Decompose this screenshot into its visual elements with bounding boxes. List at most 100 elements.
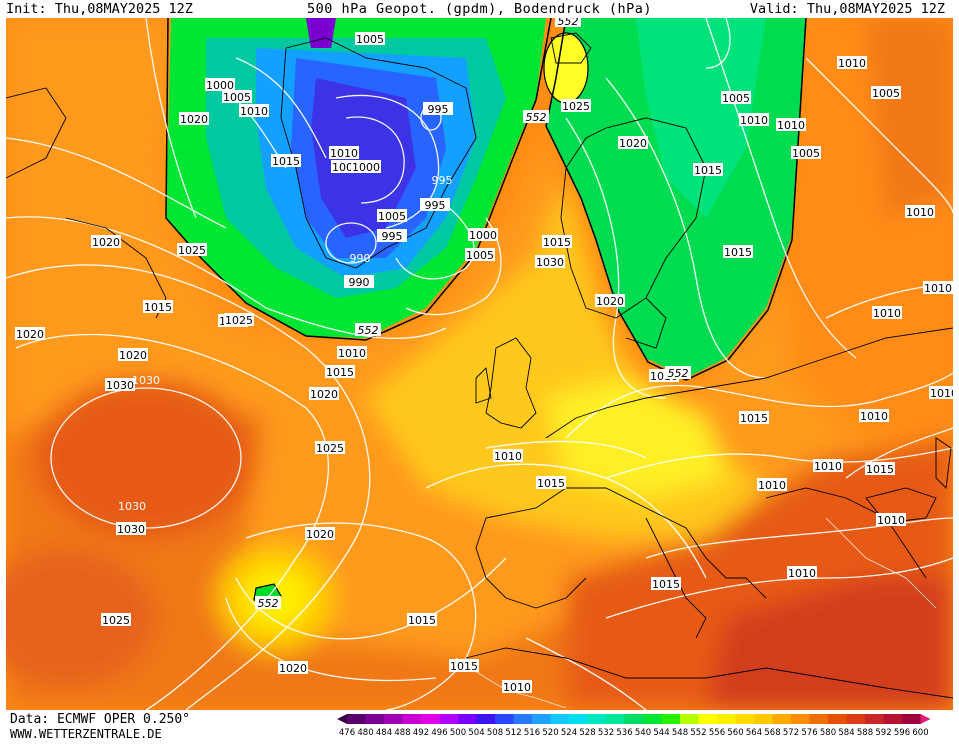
pressure-label: 1025 <box>316 442 344 455</box>
geopotential-label-bg <box>355 323 381 336</box>
legend-tick: 520 <box>542 728 558 738</box>
pressure-label: 1015 <box>326 366 354 379</box>
legend-swatch <box>735 714 755 724</box>
legend-swatch <box>513 714 533 724</box>
legend-swatch <box>439 714 459 724</box>
init-time: Init: Thu,08MAY2025 12Z <box>6 1 193 17</box>
legend-tick: 600 <box>912 728 928 738</box>
pressure-label-bg <box>329 146 359 159</box>
pressure-label-bg <box>651 577 681 590</box>
legend-swatch <box>698 714 718 724</box>
pressure-label-bg <box>923 281 953 294</box>
legend-swatch <box>384 714 403 724</box>
pressure-label: 1020 <box>92 236 120 249</box>
pressure-label-bg <box>618 136 648 149</box>
pressure-label: 1010 <box>240 105 268 118</box>
geopotential-label: 552 <box>526 111 547 124</box>
legend-swatch <box>680 714 699 724</box>
pressure-label: 1015 <box>543 236 571 249</box>
map-header: Init: Thu,08MAY2025 12Z 500 hPa Geopot. … <box>0 0 959 18</box>
legend-tick: 572 <box>783 728 799 738</box>
pressure-centre-label: 1030 <box>118 500 146 513</box>
pressure-label: 1005 <box>223 91 251 104</box>
pressure-label: 1010 <box>338 347 366 360</box>
pressure-label-bg <box>325 365 355 378</box>
pressure-label-bg <box>118 348 148 361</box>
pressure-label-bg <box>305 527 335 540</box>
pressure-label: 1030 <box>106 379 134 392</box>
pressure-label-bg <box>205 78 235 91</box>
pressure-label-bg <box>693 163 723 176</box>
pressure-label-bg <box>179 112 209 125</box>
pressure-label: 1020 <box>306 528 334 541</box>
pressure-label-bg <box>872 306 902 319</box>
legend-swatch <box>606 714 625 724</box>
pressure-label-bg <box>723 245 753 258</box>
pressure-label: 995 <box>425 199 446 212</box>
pressure-label-bg <box>239 104 269 117</box>
pressure-label: 1015 <box>450 660 478 673</box>
pressure-label: 1005 <box>792 147 820 160</box>
pressure-label: 1015 <box>740 412 768 425</box>
legend-swatch <box>458 714 477 724</box>
pressure-label-bg <box>351 160 381 173</box>
weather-map[interactable]: 1005 1000 1005 1010 1020 1015 1010 1005 1000 995 9… <box>6 18 953 710</box>
pressure-label-bg <box>423 102 453 115</box>
legend-swatch <box>661 714 681 724</box>
pressure-label: 1010 <box>930 387 953 400</box>
pressure-label: 1020 <box>180 113 208 126</box>
legend-tick: 480 <box>357 728 373 738</box>
map-title: 500 hPa Geopot. (gpdm), Bodendruck (hPa) <box>306 1 653 17</box>
legend-tick: 584 <box>838 728 854 738</box>
pressure-label-bg <box>859 409 889 422</box>
pressure-label: 1015 <box>272 155 300 168</box>
pressure-label: 1025 <box>102 614 130 627</box>
geopotential-label: 552 <box>668 367 689 380</box>
legend-swatch <box>717 714 736 724</box>
pressure-label: 995 <box>382 230 403 243</box>
pressure-label-bg <box>91 235 121 248</box>
pressure-label: 1005 <box>722 92 750 105</box>
legend-swatch <box>846 714 866 724</box>
pressure-label-bg <box>542 235 572 248</box>
legend-tick: 508 <box>487 728 503 738</box>
legend-tick: 592 <box>875 728 891 738</box>
legend-tick: 556 <box>709 728 725 738</box>
legend-swatch <box>643 714 662 724</box>
pressure-centre-label: 1030 <box>132 374 160 387</box>
pressure-label-bg <box>222 90 252 103</box>
pressure-label: 1020 <box>279 662 307 675</box>
pressure-label: 1010 <box>758 479 786 492</box>
geopotential-label: 552 <box>358 324 379 337</box>
pressure-label: 1030 <box>536 256 564 269</box>
pressure-label: 1000 <box>206 79 234 92</box>
pressure-label-bg <box>143 300 173 313</box>
pressure-label-bg <box>337 346 367 359</box>
legend-tick: 552 <box>690 728 706 738</box>
pressure-label-bg <box>561 99 591 112</box>
pressure-label-bg <box>776 118 806 131</box>
pressure-label: 1010 <box>777 119 805 132</box>
pressure-label: 1015 <box>408 614 436 627</box>
pressure-label: 1020 <box>619 137 647 150</box>
pressure-label: 1015 <box>144 301 172 314</box>
legend-tick: 564 <box>746 728 762 738</box>
pressure-label-bg <box>315 441 345 454</box>
legend-swatch <box>772 714 792 724</box>
isobars <box>6 18 953 710</box>
website: WWW.WETTERZENTRALE.DE <box>10 727 162 741</box>
pressure-label: 1015 <box>724 246 752 259</box>
pressure-label: 1010 <box>494 450 522 463</box>
pressure-label: 1010 <box>740 114 768 127</box>
legend-arrow-right <box>920 714 931 724</box>
pressure-label: 1015 <box>866 463 894 476</box>
pressure-label: 1015 <box>537 477 565 490</box>
color-legend: 476 480 484 488 492 496 500 504 508 512 516 520 524 5… <box>335 712 955 744</box>
pressure-label-bg <box>177 243 207 256</box>
legend-tick: 496 <box>431 728 447 738</box>
legend-arrow-left <box>337 714 347 724</box>
pressure-label: 1005 <box>872 87 900 100</box>
legend-swatch <box>476 714 496 724</box>
geopotential-label-bg <box>255 596 281 609</box>
pressure-label: 1025 <box>178 244 206 257</box>
